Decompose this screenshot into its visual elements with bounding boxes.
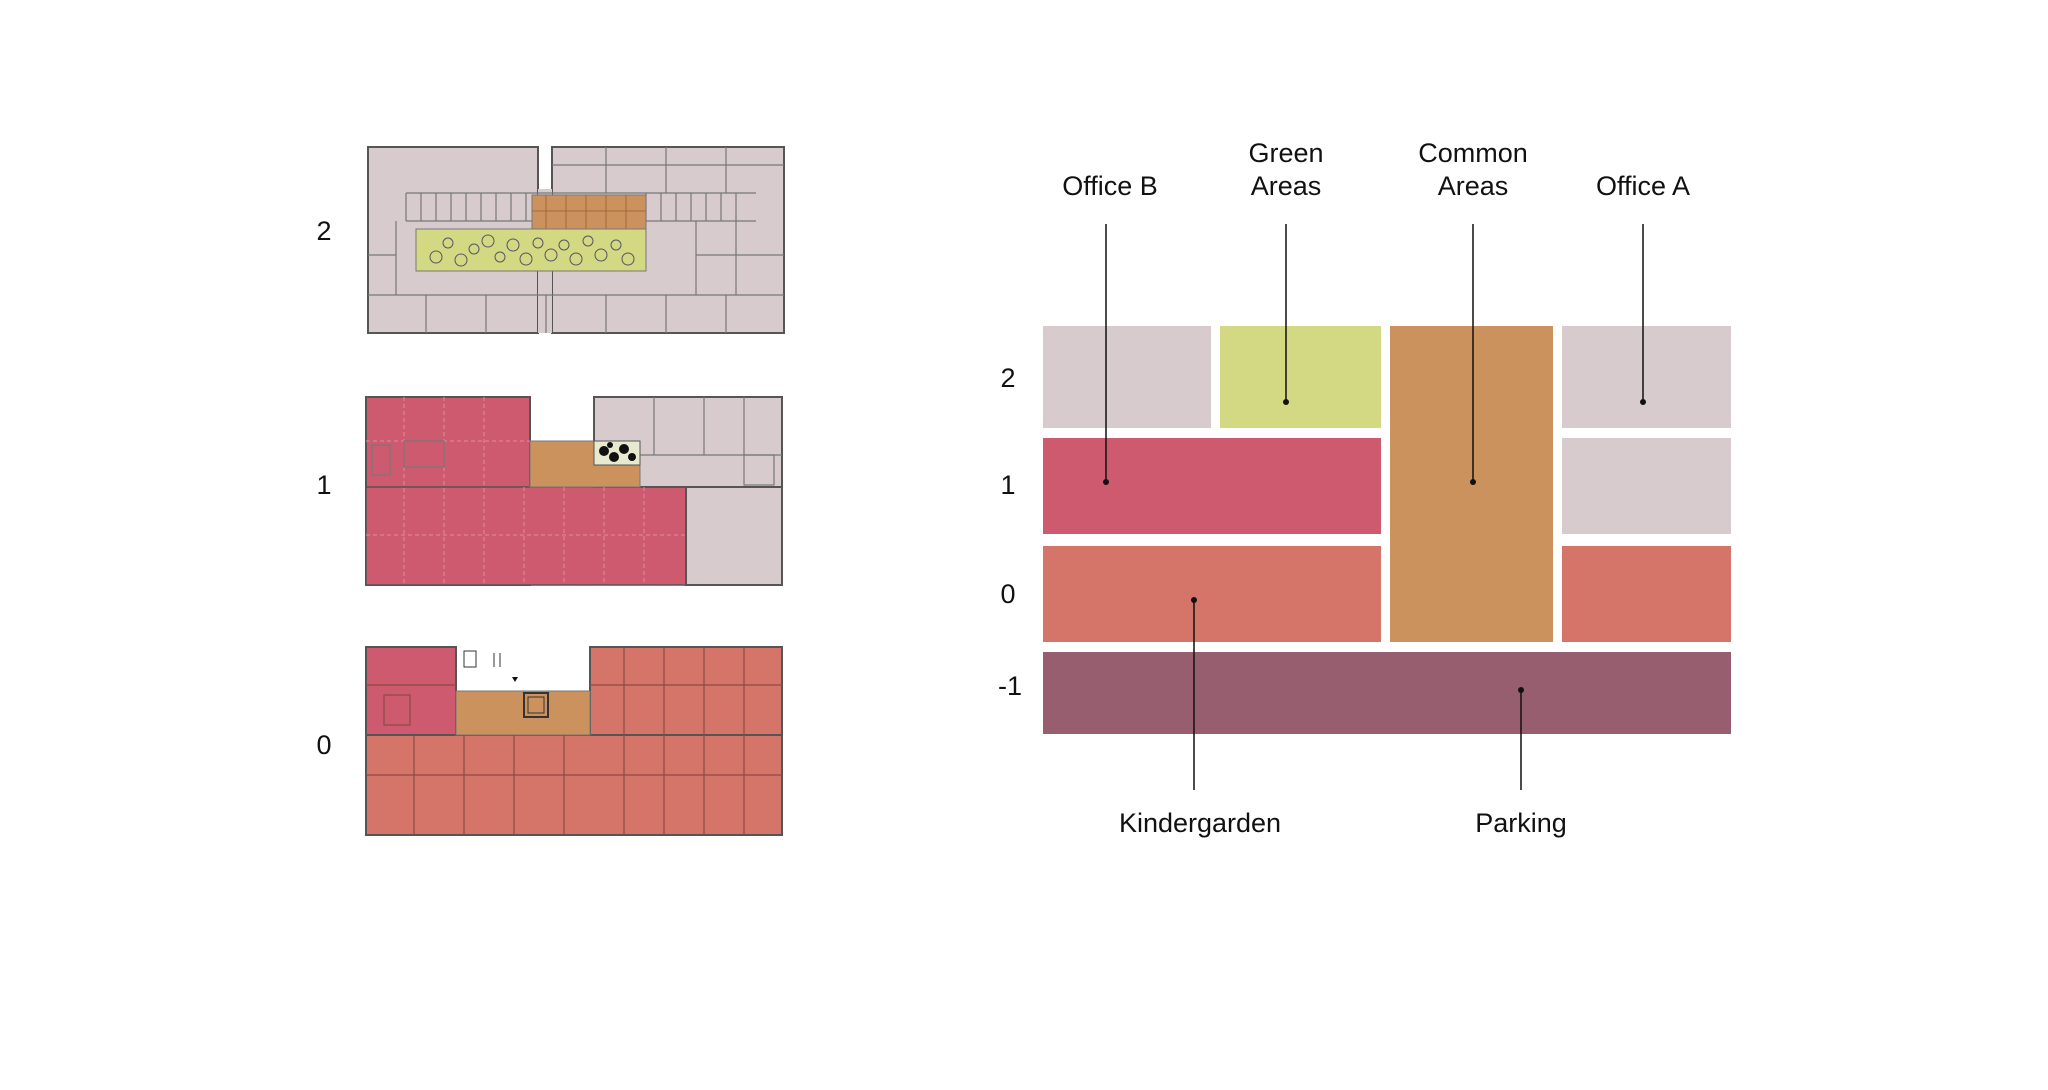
plan-0-walls bbox=[366, 647, 782, 835]
leader-dot-office-a bbox=[1640, 399, 1646, 405]
floor-plan-level-0 bbox=[365, 646, 783, 836]
block-office-b-level-2 bbox=[1043, 326, 1211, 428]
plan-1-office-b-south bbox=[365, 486, 687, 586]
plan-0-entrance-details bbox=[463, 650, 501, 668]
label-green-areas-line-1: Green bbox=[1248, 138, 1323, 168]
floor-plan-level-2 bbox=[367, 146, 785, 334]
label-green-areas-line-2: Areas bbox=[1251, 171, 1322, 201]
plan-2-walls bbox=[368, 147, 784, 333]
plan-1-office-a-south bbox=[685, 486, 783, 586]
plan-1-grid bbox=[366, 397, 686, 585]
block-parking-level-minus-1 bbox=[1043, 652, 1731, 734]
plan-level-0-label: 0 bbox=[316, 730, 332, 760]
label-office-b: Office B bbox=[1062, 171, 1158, 201]
plan-0-kindergarden-north bbox=[589, 646, 783, 736]
leader-dot-common-areas bbox=[1470, 479, 1476, 485]
block-office-a-level-1 bbox=[1562, 438, 1731, 534]
label-common-areas-line-1: Common bbox=[1418, 138, 1528, 168]
plan-1-walls bbox=[371, 397, 782, 486]
block-green-areas-level-2 bbox=[1220, 326, 1381, 428]
leader-dot-office-b bbox=[1103, 479, 1109, 485]
entrance-arrow-icon bbox=[512, 677, 518, 682]
leader-dot-green-areas bbox=[1283, 399, 1289, 405]
diagram-level-0-label: 0 bbox=[1000, 579, 1015, 609]
plan-2-common-area-lines bbox=[532, 195, 646, 229]
plan-level-1-label: 1 bbox=[316, 470, 332, 500]
plan-0-stair-core bbox=[523, 692, 549, 718]
diagram-level-1-label: 1 bbox=[1000, 470, 1015, 500]
leader-dot-parking bbox=[1518, 687, 1524, 693]
plan-2-common-area bbox=[531, 194, 647, 230]
block-kindergarden-level-0-west bbox=[1043, 546, 1381, 642]
block-office-a-level-2 bbox=[1562, 326, 1731, 428]
plan-1-trees bbox=[599, 442, 636, 462]
block-kindergarden-level-0-east bbox=[1562, 546, 1731, 642]
plan-2-green-area bbox=[415, 228, 647, 272]
label-common-areas-line-2: Areas bbox=[1438, 171, 1509, 201]
label-parking: Parking bbox=[1475, 808, 1567, 838]
floor-plan-level-1 bbox=[365, 396, 783, 586]
plan-2-trees bbox=[429, 234, 635, 267]
diagram-level-minus-1-label: -1 bbox=[998, 671, 1022, 701]
label-kindergarden: Kindergarden bbox=[1119, 808, 1281, 838]
plan-level-2-label: 2 bbox=[316, 216, 332, 246]
block-office-b-level-1 bbox=[1043, 438, 1381, 534]
leader-dot-kindergarden bbox=[1191, 597, 1197, 603]
label-office-a: Office A bbox=[1596, 171, 1690, 201]
diagram-level-2-label: 2 bbox=[1000, 363, 1015, 393]
